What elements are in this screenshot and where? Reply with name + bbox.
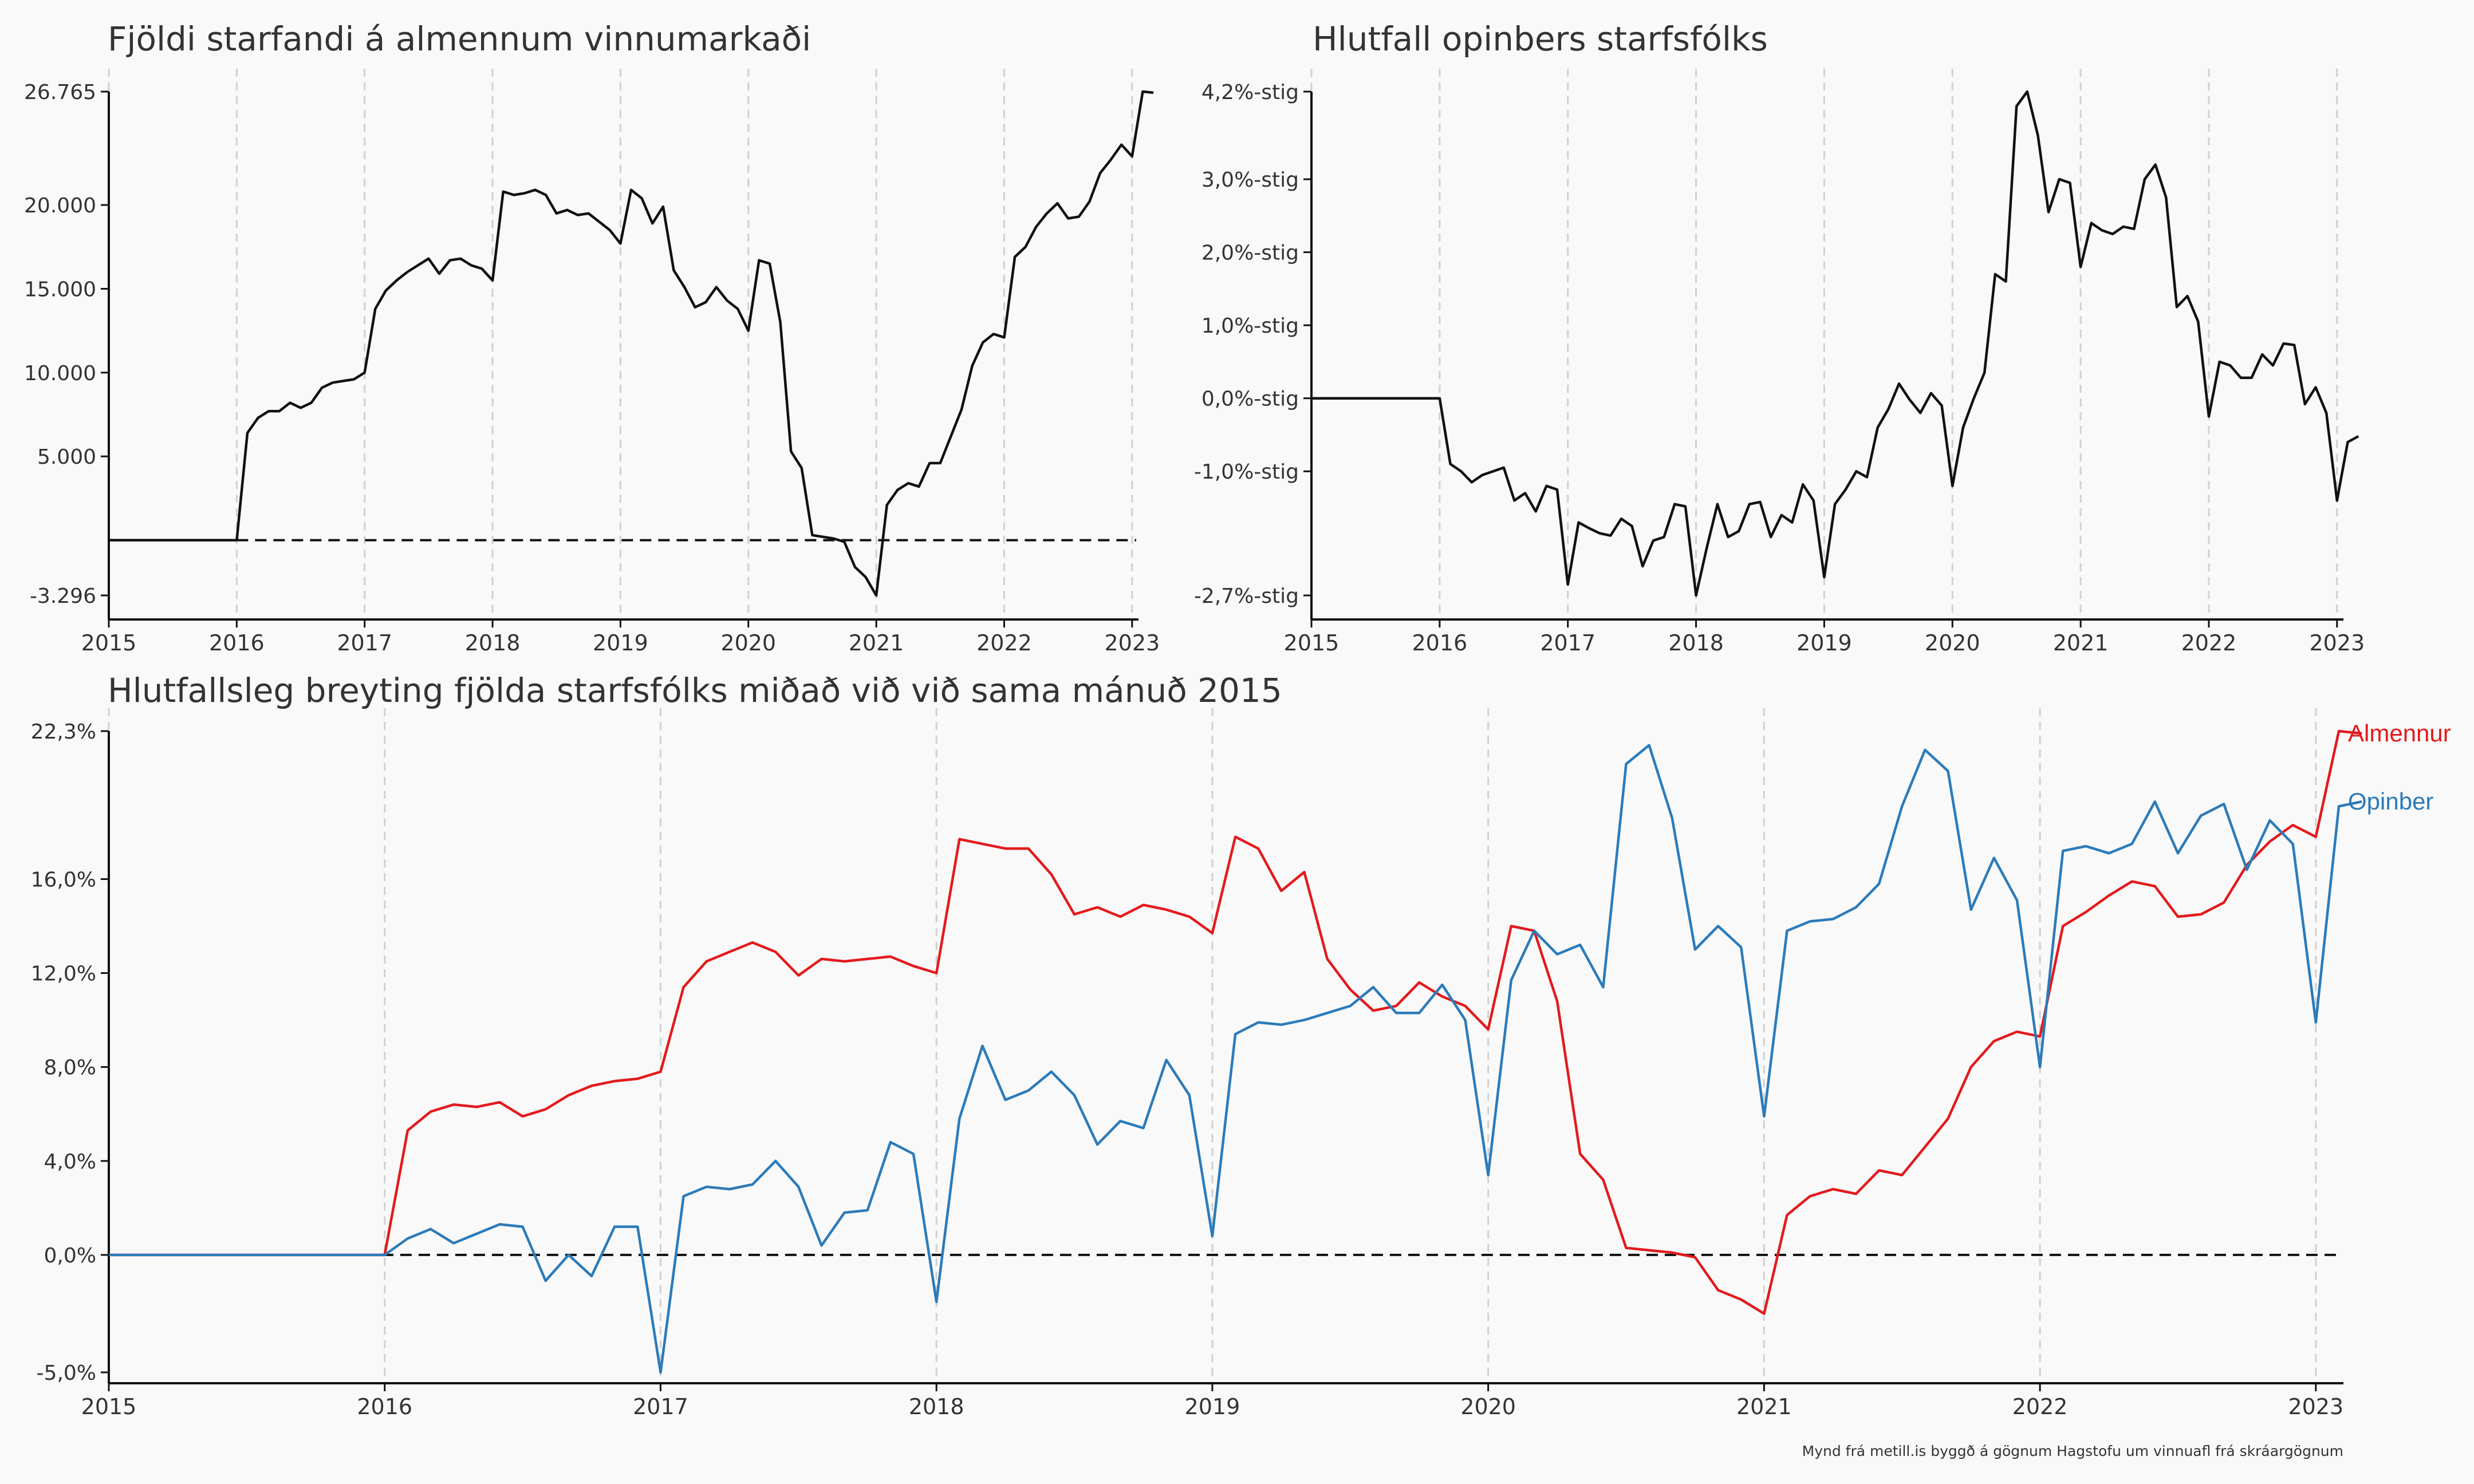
chart2-y-tick-label: -1,0%-stig (1194, 460, 1299, 484)
chart2-x-tick-label: 2017 (1540, 630, 1596, 656)
chart1-y-tick-label: 26.765 (24, 81, 96, 104)
chart3-series-opinber-line (109, 744, 2362, 1374)
chart3-series-label-opinber: Opinber (2348, 788, 2433, 815)
chart1-x-tick-label: 2018 (465, 630, 521, 656)
chart1-x-tick-label: 2022 (976, 630, 1032, 656)
chart2-x-tick-label: 2015 (1284, 630, 1340, 656)
chart1-x-tick-label: 2016 (209, 630, 265, 656)
chart2-x-tick-label: 2021 (2053, 630, 2109, 656)
chart2-x-tick-label: 2016 (1412, 630, 1467, 656)
chart2-y-tick-label: -2,7%-stig (1194, 585, 1299, 608)
chart3-x-tick-label: 2016 (357, 1394, 412, 1419)
figure-caption: Mynd frá metill.is byggð á gögnum Hagsto… (1802, 1443, 2343, 1459)
chart1-y-tick-label: 15.000 (24, 278, 96, 301)
chart3-x-tick-label: 2021 (1736, 1394, 1792, 1419)
chart2-y-tick-label: 3,0%-stig (1201, 168, 1299, 192)
chart2-x-tick-label: 2019 (1797, 630, 1852, 656)
chart2-y-tick-label: 4,2%-stig (1201, 81, 1299, 104)
chart3-series-almennur-line (109, 729, 2362, 1315)
chart2-y-tick-label: 0,0%-stig (1201, 388, 1299, 411)
chart3-x-tick-label: 2023 (2288, 1394, 2343, 1419)
chart1-x-tick-label: 2021 (849, 630, 904, 656)
chart1-title: Fjöldi starfandi á almennum vinnumarkaði (108, 19, 811, 58)
chart1-x-tick-label: 2020 (720, 630, 776, 656)
chart3-y-tick-label: 4,0% (44, 1150, 96, 1174)
chart3-y-tick-label: 16,0% (31, 868, 96, 891)
chart3-x-tick-label: 2022 (2012, 1394, 2068, 1419)
chart1-x-tick-label: 2015 (81, 630, 137, 656)
chart2-series-main-line (1311, 90, 2359, 597)
chart2-x-tick-label: 2022 (2181, 630, 2237, 656)
chart3-y-tick-label: -5,0% (37, 1361, 96, 1385)
chart2-y-tick-label: 2,0%-stig (1201, 242, 1299, 265)
chart3-series-label-almennur: Almennur (2348, 720, 2451, 747)
chart1-y-tick-label: -3.296 (30, 585, 96, 608)
chart3-x-tick-label: 2020 (1460, 1394, 1516, 1419)
chart3-x-tick-label: 2017 (633, 1394, 688, 1419)
chart3-x-tick-label: 2015 (81, 1394, 137, 1419)
chart3-y-tick-label: 12,0% (31, 962, 96, 986)
chart2-y-tick-label: 1,0%-stig (1201, 314, 1299, 338)
chart1-x-tick-label: 2017 (337, 630, 392, 656)
chart3-x-tick-label: 2018 (909, 1394, 964, 1419)
chart2-x-tick-label: 2023 (2309, 630, 2365, 656)
chart3-y-tick-label: 22,3% (31, 720, 96, 744)
chart3-y-tick-label: 8,0% (44, 1056, 96, 1080)
chart1-x-tick-label: 2023 (1104, 630, 1160, 656)
chart2-x-tick-label: 2020 (1925, 630, 1980, 656)
chart1-y-tick-label: 5.000 (37, 445, 96, 469)
chart1-y-tick-label: 20.000 (24, 194, 96, 218)
chart2-title: Hlutfall opinbers starfsfólks (1313, 19, 1768, 58)
chart1-y-tick-label: 10.000 (24, 362, 96, 385)
chart3-x-tick-label: 2019 (1185, 1394, 1240, 1419)
chart1-series-main-line (109, 90, 1154, 597)
chart1-x-tick-label: 2019 (593, 630, 648, 656)
chart3-title: Hlutfallsleg breyting fjölda starfsfólks… (108, 671, 1282, 710)
chart2-x-tick-label: 2018 (1668, 630, 1724, 656)
chart3-y-tick-label: 0,0% (44, 1244, 96, 1268)
